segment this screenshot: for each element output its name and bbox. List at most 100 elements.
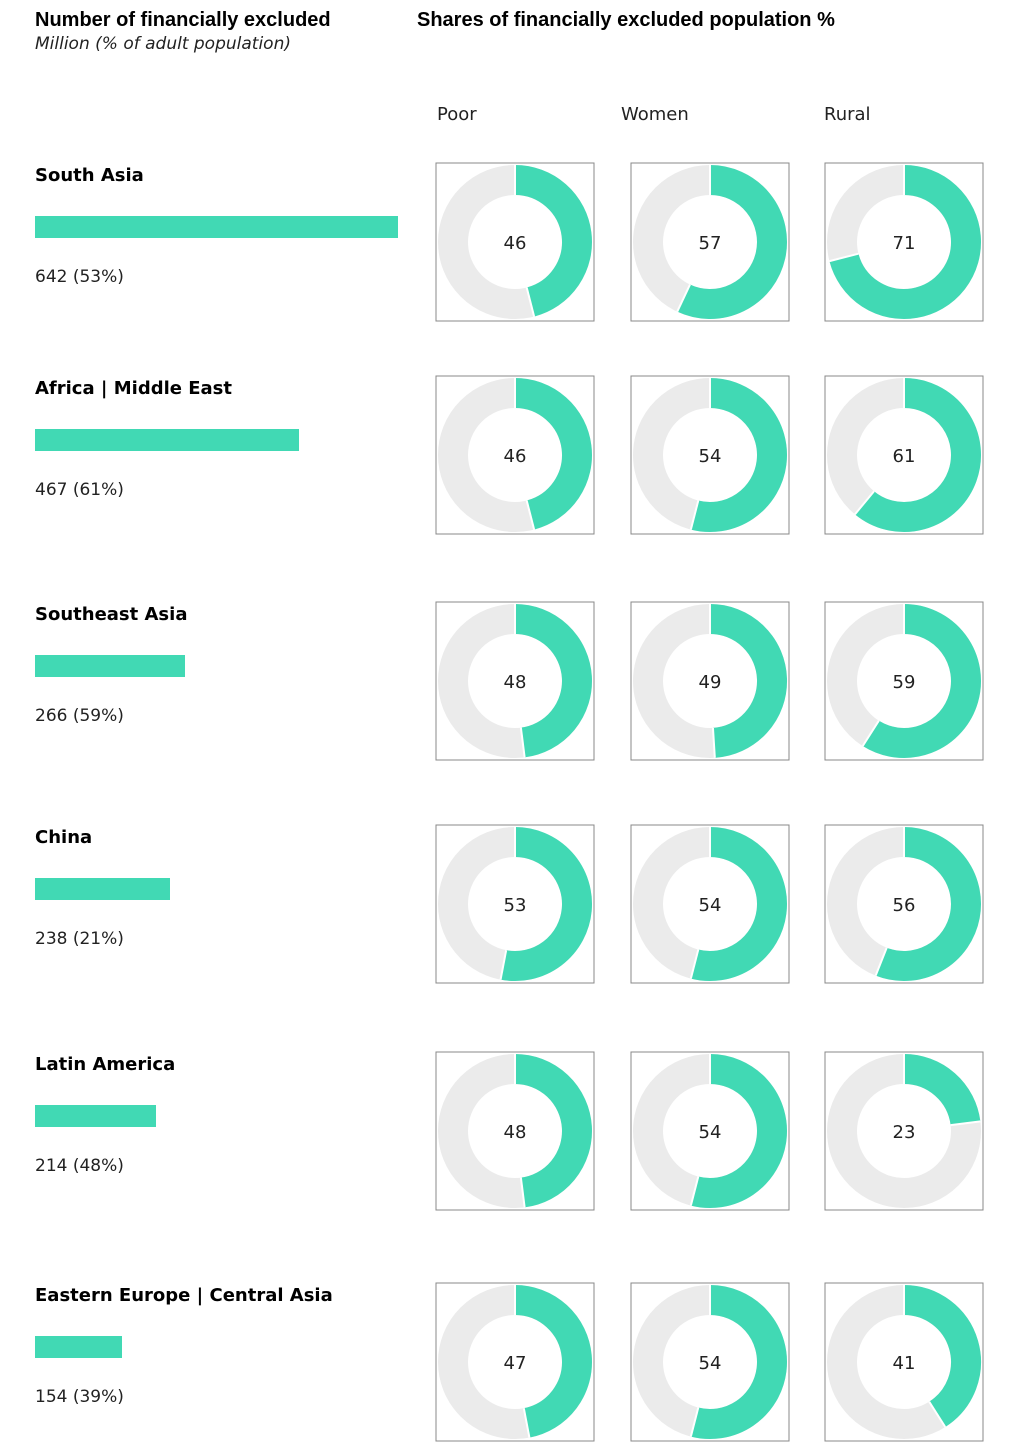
donut-separator: [676, 284, 691, 313]
donut-separator: [525, 500, 536, 530]
donut-value-label: 54: [699, 446, 722, 467]
bar-south-asia: [35, 216, 398, 238]
region-latin-america: Latin America 214 (48%): [35, 1053, 415, 1176]
donut-slice: [875, 827, 981, 981]
donut-frame: [435, 824, 595, 984]
region-name: Southeast Asia: [35, 604, 188, 625]
donut-value-label: 61: [893, 446, 916, 467]
donut-rural-china: 56: [824, 824, 984, 984]
donut-slice: [514, 378, 592, 530]
donut-separator: [522, 1407, 531, 1438]
region-name: Latin America: [35, 1054, 176, 1075]
region-name: Africa | Middle East: [35, 378, 232, 399]
donut-poor-africa-middle-east: 46: [435, 375, 595, 535]
bar-latin-america: [35, 1105, 156, 1127]
donut-women-latin-america: 54: [630, 1051, 790, 1211]
donut-slice: [677, 165, 787, 319]
donut-slice: [903, 1054, 981, 1126]
region-name: South Asia: [35, 165, 144, 186]
donut-value-label: 48: [504, 672, 527, 693]
donut-frame: [630, 162, 790, 322]
donut-value-label: 57: [699, 233, 722, 254]
donut-frame: [435, 1051, 595, 1211]
donut-value-label: 54: [699, 895, 722, 916]
donut-slice: [709, 604, 788, 758]
donut-value-label: 41: [893, 1353, 916, 1374]
donut-rural-eastern-europe-central-asia: 41: [824, 1282, 984, 1442]
donut-separator: [928, 1401, 947, 1428]
column-header-women: Women: [621, 104, 689, 125]
donut-value-label: 54: [699, 1122, 722, 1143]
donut-frame: [630, 1051, 790, 1211]
donut-separator: [829, 252, 859, 263]
donut-rural-africa-middle-east: 61: [824, 375, 984, 535]
bar-value-label: 266 (59%): [35, 706, 124, 726]
donut-separator: [874, 947, 888, 976]
donut-slice: [829, 165, 981, 319]
donut-frame: [435, 1282, 595, 1442]
donut-slice: [514, 1054, 592, 1208]
donut-slice: [854, 378, 981, 532]
region-china: China 238 (21%): [35, 826, 415, 949]
donut-separator: [689, 949, 700, 979]
donut-separator: [711, 727, 716, 758]
region-southeast-asia: Southeast Asia 266 (59%): [35, 603, 415, 726]
bar-eastern-europe-central-asia: [35, 1336, 122, 1358]
donut-poor-china: 53: [435, 824, 595, 984]
donut-frame: [630, 824, 790, 984]
donut-slice: [514, 165, 592, 317]
bar-value-label: 214 (48%): [35, 1156, 124, 1176]
donut-rural-latin-america: 23: [824, 1051, 984, 1211]
donut-slice: [690, 378, 787, 532]
donut-frame: [435, 601, 595, 761]
donut-separator: [861, 720, 880, 747]
left-header: Number of financially excluded Million (…: [35, 8, 331, 56]
bar-value-label: 467 (61%): [35, 480, 124, 500]
donut-value-label: 47: [504, 1353, 527, 1374]
region-name: Eastern Europe | Central Asia: [35, 1285, 333, 1306]
column-header-rural: Rural: [824, 104, 871, 125]
donut-separator: [689, 1407, 700, 1437]
donut-women-southeast-asia: 49: [630, 601, 790, 761]
column-header-poor: Poor: [437, 104, 477, 125]
donut-separator: [950, 1120, 981, 1127]
bar-value-label: 154 (39%): [35, 1387, 124, 1407]
donut-slice: [500, 827, 592, 981]
donut-value-label: 56: [893, 895, 916, 916]
left-title: Number of financially excluded: [35, 9, 331, 31]
donut-separator: [689, 500, 700, 530]
donut-slice: [903, 1285, 981, 1428]
region-africa-middle-east: Africa | Middle East 467 (61%): [35, 377, 415, 500]
bar-china: [35, 878, 170, 900]
donut-women-eastern-europe-central-asia: 54: [630, 1282, 790, 1442]
donut-value-label: 23: [893, 1122, 916, 1143]
donut-rural-southeast-asia: 59: [824, 601, 984, 761]
donut-value-label: 53: [504, 895, 527, 916]
donut-slice: [690, 1054, 787, 1208]
region-name: China: [35, 827, 93, 848]
donut-value-label: 46: [504, 233, 527, 254]
donut-frame: [630, 601, 790, 761]
donut-poor-eastern-europe-central-asia: 47: [435, 1282, 595, 1442]
donut-frame: [824, 1282, 984, 1442]
donut-frame: [435, 375, 595, 535]
right-title: Shares of financially excluded populatio…: [417, 9, 835, 31]
donut-separator: [854, 490, 875, 515]
donut-rural-south-asia: 71: [824, 162, 984, 322]
donut-separator: [689, 1176, 700, 1206]
donut-frame: [630, 1282, 790, 1442]
donut-poor-south-asia: 46: [435, 162, 595, 322]
donut-value-label: 59: [893, 672, 916, 693]
donut-poor-southeast-asia: 48: [435, 601, 595, 761]
bar-value-label: 238 (21%): [35, 929, 124, 949]
donut-frame: [824, 824, 984, 984]
donut-frame: [630, 375, 790, 535]
donut-slice: [514, 604, 592, 758]
donut-slice: [514, 1285, 592, 1438]
donut-value-label: 46: [504, 446, 527, 467]
region-eastern-europe-central-asia: Eastern Europe | Central Asia 154 (39%): [35, 1284, 415, 1407]
donut-separator: [519, 1177, 526, 1208]
donut-frame: [824, 162, 984, 322]
donut-women-south-asia: 57: [630, 162, 790, 322]
donut-separator: [525, 287, 536, 317]
